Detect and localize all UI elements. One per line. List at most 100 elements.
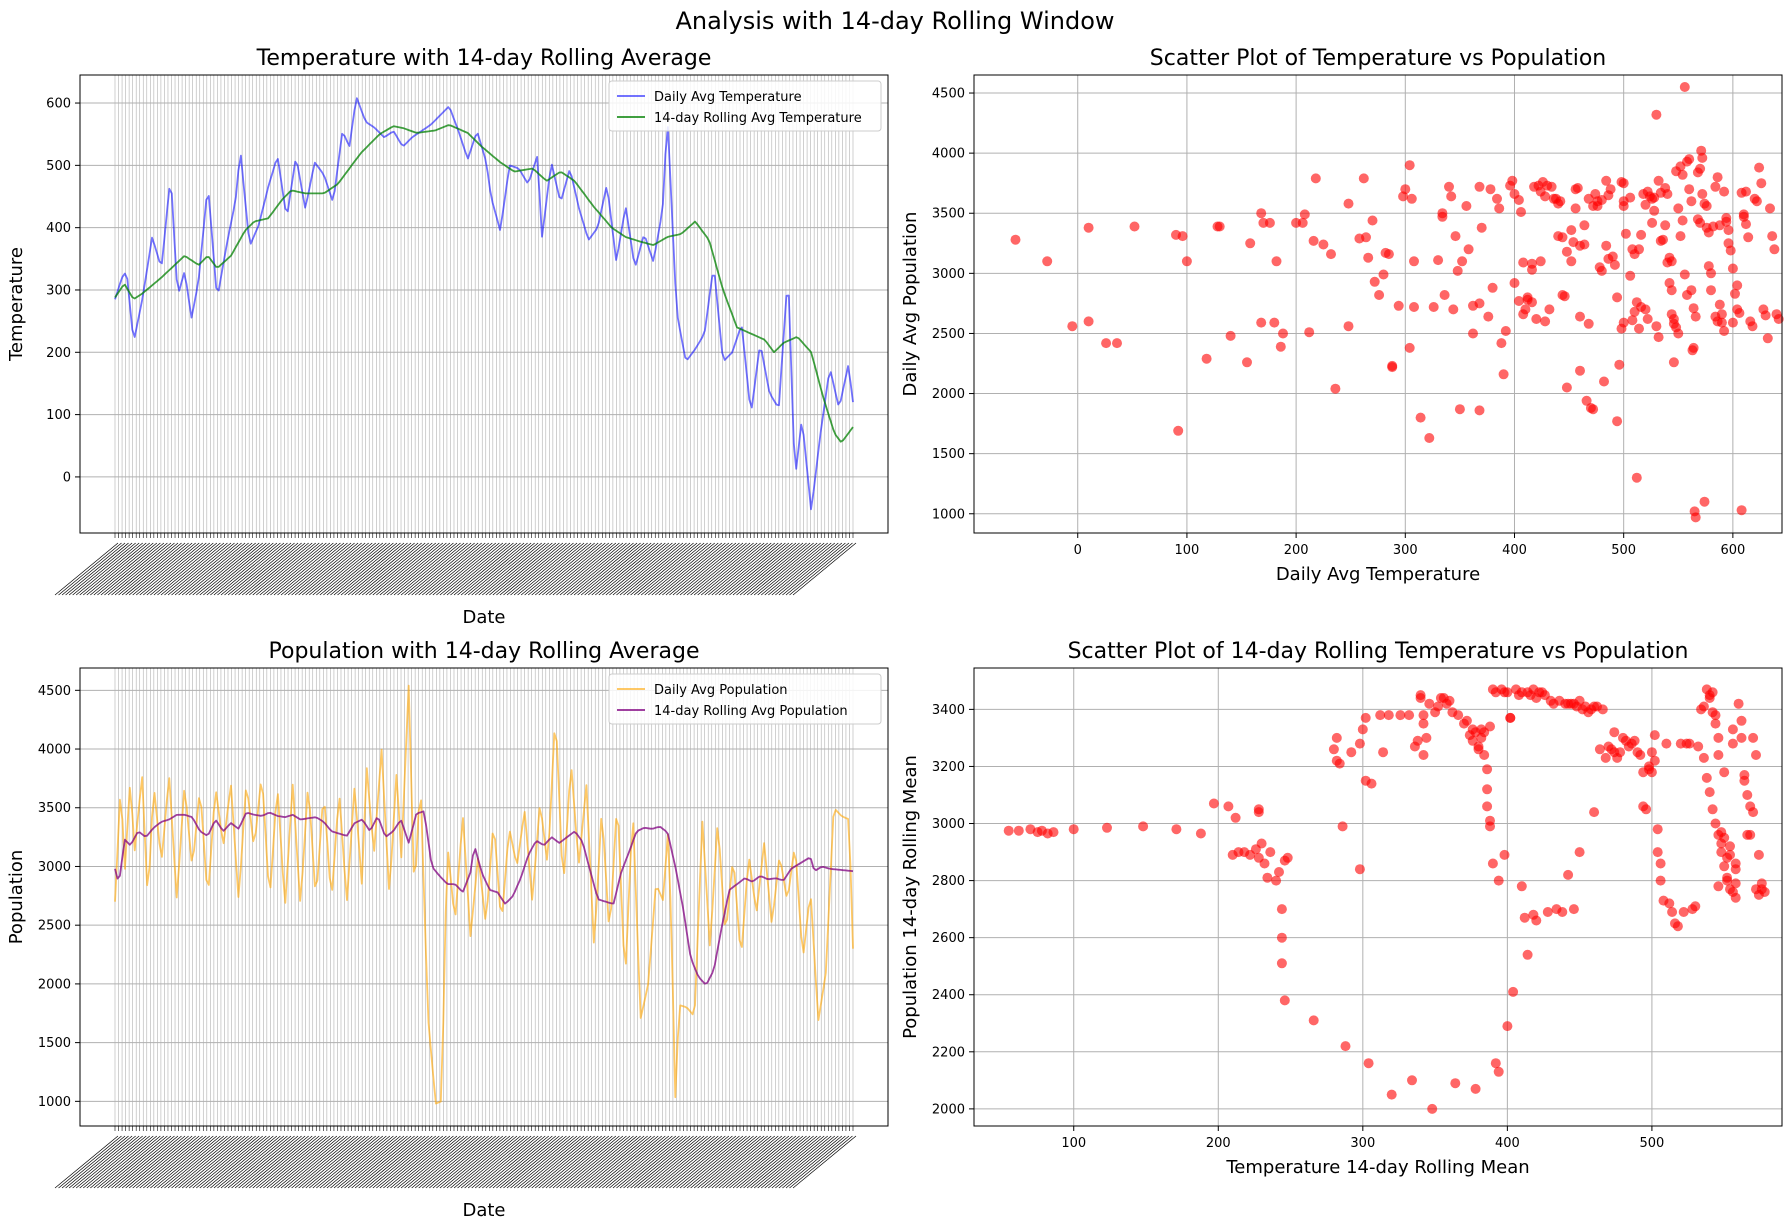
scatter-point — [1743, 232, 1754, 243]
x-tick-label — [573, 542, 638, 596]
x-tick-label — [467, 542, 532, 596]
x-tick-label — [280, 542, 345, 596]
scatter-point — [1509, 278, 1520, 288]
x-tick-label — [757, 1135, 821, 1189]
x-tick-label — [316, 542, 380, 596]
x-tick-label — [100, 1135, 165, 1189]
x-tick-label — [301, 542, 366, 596]
plot-frame-1 — [973, 74, 1783, 534]
x-tick-label — [662, 542, 726, 596]
x-tick-label — [704, 1135, 768, 1189]
scatter-point — [1625, 270, 1636, 281]
x-tick-label — [178, 1135, 242, 1189]
scatter-point — [1346, 747, 1357, 758]
y-axis-label-2: Population — [6, 850, 27, 945]
scatter-point — [1548, 193, 1559, 204]
scatter-point — [1138, 821, 1149, 832]
scatter-point — [1282, 852, 1293, 863]
x-tick-label — [545, 542, 610, 596]
x-tick-label — [68, 542, 133, 596]
scatter-point — [1256, 838, 1267, 849]
x-tick-label — [128, 542, 193, 596]
y-tick-label: 4000 — [932, 147, 965, 162]
x-tick-label — [556, 1135, 620, 1189]
x-tick-label — [234, 1135, 299, 1189]
y-tick-label: 3000 — [932, 267, 965, 282]
x-tick-label — [584, 542, 648, 596]
scatter-point — [1753, 849, 1764, 860]
scatter-point — [1502, 687, 1513, 698]
scatter-point — [1424, 433, 1435, 443]
x-tick-label — [90, 1135, 154, 1189]
x-tick-label — [344, 542, 408, 596]
x-tick-label — [584, 1135, 648, 1189]
scatter-point — [1570, 203, 1581, 214]
x-tick-label — [711, 542, 776, 596]
scatter-point — [1712, 172, 1723, 183]
scatter-point — [1583, 318, 1594, 329]
x-tick-label — [263, 542, 327, 596]
scatter-point — [1698, 701, 1709, 712]
scatter-point — [1245, 238, 1256, 249]
x-tick-label — [771, 542, 836, 596]
scatter-point — [1706, 268, 1716, 279]
x-tick-label — [301, 1135, 366, 1189]
scatter-point — [1171, 824, 1182, 835]
x-tick-label — [587, 1135, 652, 1189]
scatter-point — [1618, 201, 1629, 211]
x-tick-label — [330, 542, 394, 596]
x-tick-label — [506, 542, 571, 596]
x-tick-label — [425, 1135, 489, 1189]
y-tick-label: 300 — [46, 283, 71, 298]
scatter-point — [1415, 412, 1426, 423]
x-tick-label — [217, 542, 281, 596]
legend-box — [608, 673, 882, 725]
x-tick-label — [220, 542, 285, 596]
scatter-point — [1334, 758, 1345, 769]
scatter-point — [1713, 829, 1724, 840]
x-tick-label — [305, 1135, 369, 1189]
x-tick-label — [651, 542, 715, 596]
x-tick-label — [778, 1135, 843, 1189]
x-tick-label — [358, 1135, 422, 1189]
x-tick-label — [143, 1135, 207, 1189]
x-tick-label — [61, 542, 126, 596]
x-tick-label — [270, 1135, 334, 1189]
x-tick-label — [485, 542, 550, 596]
scatter-point — [1531, 314, 1542, 324]
scatter-point — [1444, 695, 1455, 706]
x-tick-label — [429, 542, 493, 596]
x-tick-label — [690, 1135, 754, 1189]
x-tick-label — [471, 542, 535, 596]
plot-frame-3 — [973, 667, 1783, 1127]
x-tick-label — [146, 1135, 211, 1189]
legend: Daily Avg Population 14-day Rolling Avg P… — [608, 673, 882, 725]
x-tick-label — [263, 1135, 327, 1189]
legend-label-0: Daily Avg Population — [654, 683, 788, 698]
x-tick-label — [676, 1135, 740, 1189]
scatter-point — [1601, 240, 1612, 251]
scatter-point — [1575, 365, 1585, 376]
x-tick-label — [319, 1135, 384, 1189]
scatter-point — [1378, 269, 1389, 280]
x-tick-label — [206, 1135, 271, 1189]
x-tick-label — [626, 1135, 691, 1189]
x-tick-label — [354, 1135, 419, 1189]
scatter-point — [1083, 222, 1094, 233]
x-tick-label — [312, 1135, 376, 1189]
scatter-point — [1655, 875, 1666, 886]
x-tick-label — [323, 1135, 387, 1189]
scatter-point — [1581, 395, 1592, 406]
x-tick-label — [538, 542, 602, 596]
y-axis-label-1: Daily Avg Population — [900, 212, 921, 397]
x-tick-label — [658, 542, 723, 596]
scatter-point — [1474, 298, 1485, 309]
x-tick-label — [111, 1135, 175, 1189]
scatter-point — [1601, 175, 1612, 186]
scatter-point — [1519, 912, 1530, 923]
x-tick-label — [164, 542, 228, 596]
x-tick-label — [167, 1135, 232, 1189]
y-tick-label: 4000 — [38, 743, 71, 758]
x-tick-label — [114, 1135, 179, 1189]
scatter-point — [1710, 181, 1721, 192]
